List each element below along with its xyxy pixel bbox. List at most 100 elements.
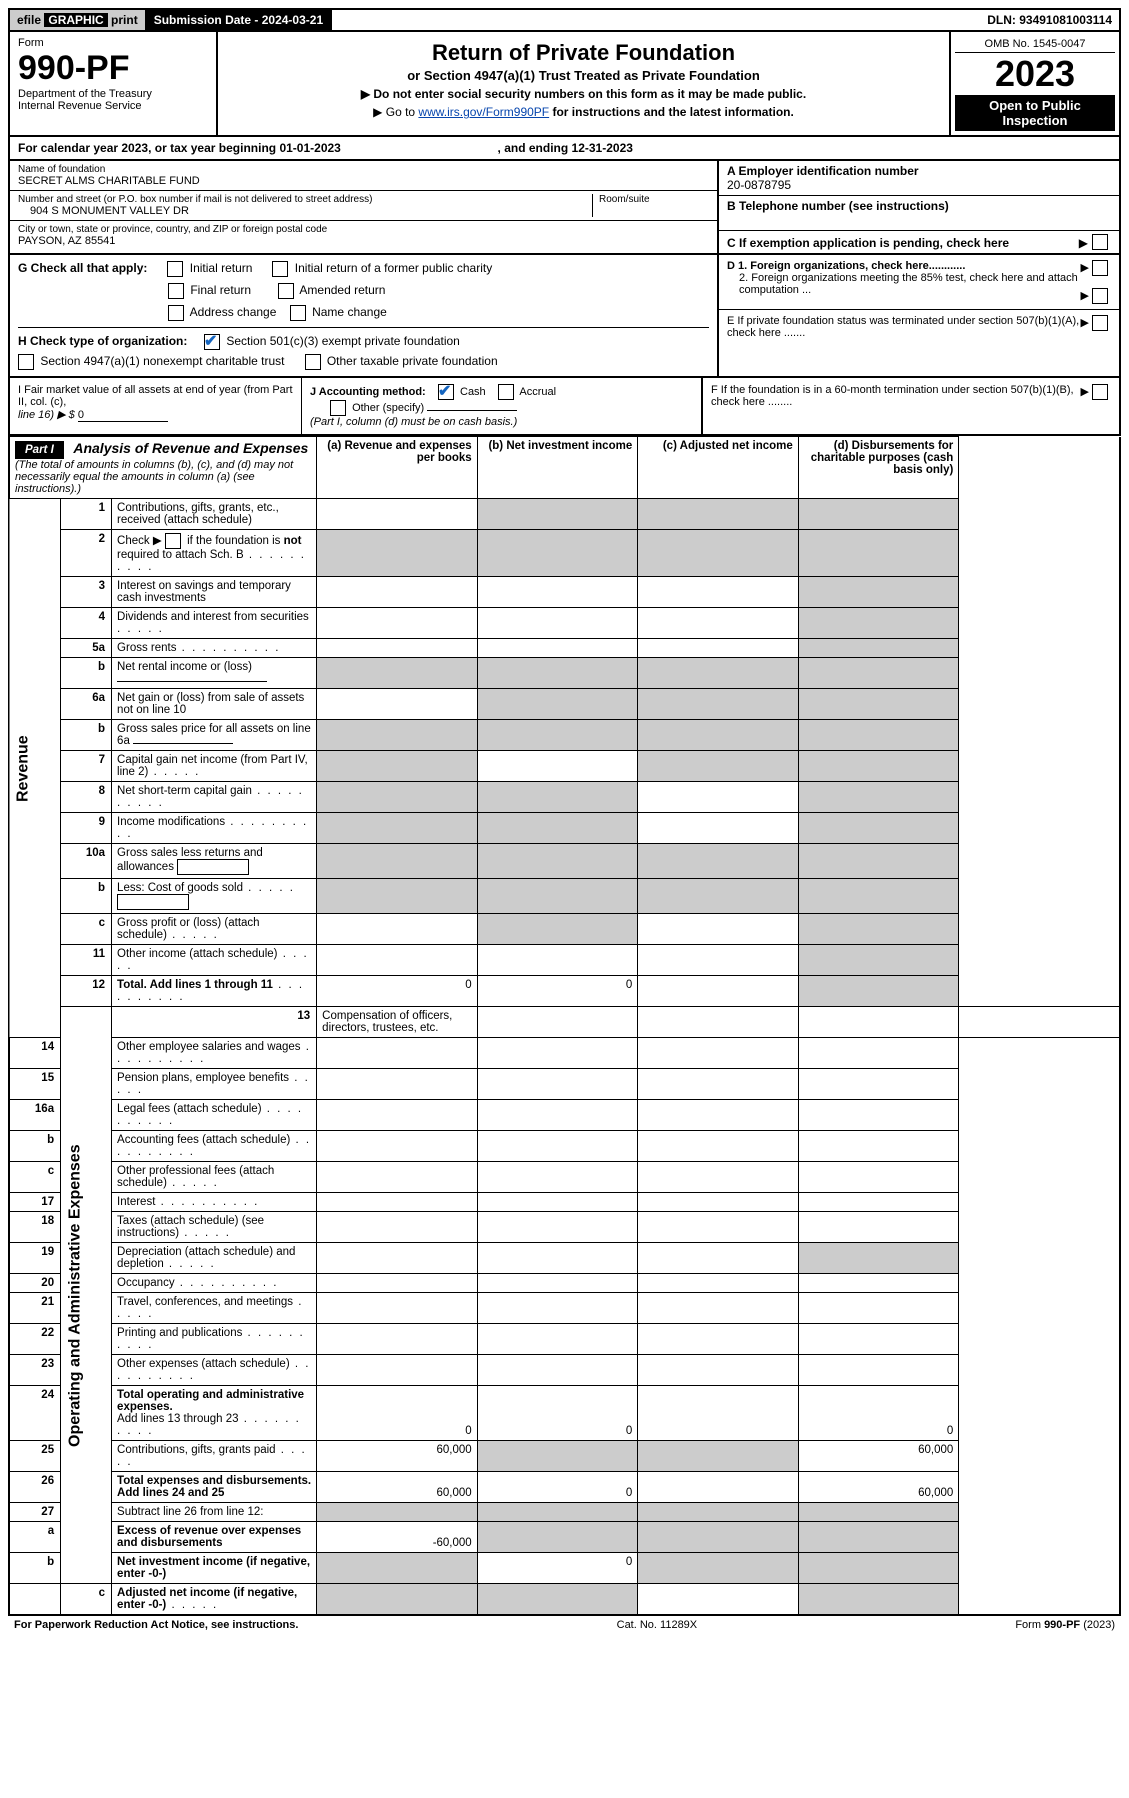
submission-date: Submission Date - 2024-03-21	[147, 10, 332, 30]
addr-label: Number and street (or P.O. box number if…	[18, 194, 592, 205]
foundation-name: SECRET ALMS CHARITABLE FUND	[18, 175, 709, 187]
dept: Department of the Treasury	[18, 88, 208, 100]
g-initial-former[interactable]	[272, 261, 288, 277]
row-27b: Net investment income (if negative, ente…	[117, 1556, 310, 1580]
h-501c3[interactable]	[204, 334, 220, 350]
f-label: F If the foundation is in a 60-month ter…	[711, 384, 1080, 428]
row-15: Pension plans, employee benefits	[117, 1072, 289, 1084]
d2-cb[interactable]	[1092, 288, 1108, 304]
row2-cb[interactable]	[165, 533, 181, 549]
part1-title: Analysis of Revenue and Expenses	[73, 440, 308, 456]
col-b: (b) Net investment income	[477, 437, 638, 499]
row-5b: Net rental income or (loss)	[117, 661, 252, 673]
row-23: Other expenses (attach schedule)	[117, 1358, 290, 1370]
g-addr-change[interactable]	[168, 305, 184, 321]
c-checkbox[interactable]	[1092, 234, 1108, 250]
row-25: Contributions, gifts, grants paid	[117, 1444, 276, 1456]
form-title: Return of Private Foundation	[228, 40, 939, 66]
j-label: J Accounting method:	[310, 386, 426, 398]
row-16a: Legal fees (attach schedule)	[117, 1103, 261, 1115]
dln: DLN: 93491081003114	[980, 10, 1119, 30]
name-label: Name of foundation	[18, 164, 709, 175]
val-25d: 60,000	[798, 1441, 959, 1472]
d1-cb[interactable]	[1092, 260, 1108, 276]
form-number: 990-PF	[18, 49, 208, 88]
c-label: C If exemption application is pending, c…	[727, 236, 1009, 250]
row-12: Total. Add lines 1 through 11	[117, 979, 273, 991]
row-20: Occupancy	[117, 1277, 175, 1289]
ein-label: A Employer identification number	[727, 164, 919, 178]
val-26b: 0	[477, 1472, 638, 1503]
j-note: (Part I, column (d) must be on cash basi…	[310, 416, 517, 428]
row-27a: Excess of revenue over expenses and disb…	[117, 1525, 301, 1549]
e-cb[interactable]	[1092, 315, 1108, 331]
f-cb[interactable]	[1092, 384, 1108, 400]
side-expenses: Operating and Administrative Expenses	[61, 1007, 112, 1584]
open-inspection: Open to Public Inspection	[955, 95, 1115, 131]
footer: For Paperwork Reduction Act Notice, see …	[8, 1616, 1121, 1634]
j-other[interactable]	[330, 400, 346, 416]
checks-block: G Check all that apply: Initial return I…	[8, 255, 1121, 378]
irs-link[interactable]: www.irs.gov/Form990PF	[418, 105, 549, 119]
val-26a: 60,000	[317, 1472, 478, 1503]
h-other-tax[interactable]	[305, 354, 321, 370]
row-13: Compensation of officers, directors, tru…	[317, 1007, 478, 1038]
city-label: City or town, state or province, country…	[18, 224, 709, 235]
topbar: efile GRAPHIC print Submission Date - 20…	[8, 8, 1121, 32]
side-revenue: Revenue	[9, 499, 61, 1038]
footer-right: Form 990-PF (2023)	[1015, 1619, 1115, 1631]
g-amended[interactable]	[278, 283, 294, 299]
val-12a: 0	[317, 976, 478, 1007]
form-subtitle: or Section 4947(a)(1) Trust Treated as P…	[228, 68, 939, 83]
h-label: H Check type of organization:	[18, 334, 187, 348]
row-22: Printing and publications	[117, 1327, 242, 1339]
row-5a: Gross rents	[117, 642, 176, 654]
d2-label: 2. Foreign organizations meeting the 85%…	[727, 272, 1080, 296]
city: PAYSON, AZ 85541	[18, 235, 709, 247]
row-1: Contributions, gifts, grants, etc., rece…	[112, 499, 317, 530]
row-7: Capital gain net income (from Part IV, l…	[117, 754, 308, 778]
row-9: Income modifications	[117, 816, 225, 828]
col-a: (a) Revenue and expenses per books	[317, 437, 478, 499]
tax-year: 2023	[955, 53, 1115, 95]
form-header: Form 990-PF Department of the Treasury I…	[8, 32, 1121, 137]
val-24a: 0	[317, 1386, 478, 1441]
g-final[interactable]	[168, 283, 184, 299]
j-cash[interactable]	[438, 384, 454, 400]
g-name-change[interactable]	[290, 305, 306, 321]
info-block: Name of foundation SECRET ALMS CHARITABL…	[8, 161, 1121, 255]
row-8: Net short-term capital gain	[117, 785, 252, 797]
row-10b: Less: Cost of goods sold	[117, 882, 243, 894]
row-11: Other income (attach schedule)	[117, 948, 277, 960]
i-val: 0	[78, 409, 168, 422]
row-6a: Net gain or (loss) from sale of assets n…	[112, 689, 317, 720]
val-24b: 0	[477, 1386, 638, 1441]
row-3: Interest on savings and temporary cash i…	[112, 577, 317, 608]
val-27a: -60,000	[317, 1522, 478, 1553]
row-4: Dividends and interest from securities	[117, 611, 309, 623]
row-27: Subtract line 26 from line 12:	[112, 1503, 317, 1522]
phone-label: B Telephone number (see instructions)	[727, 199, 949, 213]
h-4947[interactable]	[18, 354, 34, 370]
val-26d: 60,000	[798, 1472, 959, 1503]
row-26: Total expenses and disbursements. Add li…	[117, 1475, 311, 1499]
j-accrual[interactable]	[498, 384, 514, 400]
part1-label: Part I	[15, 441, 64, 459]
room-label: Room/suite	[599, 194, 709, 205]
val-25a: 60,000	[317, 1441, 478, 1472]
part1-table: Part I Analysis of Revenue and Expenses …	[8, 436, 1121, 1616]
col-c: (c) Adjusted net income	[638, 437, 799, 499]
ein: 20-0878795	[727, 178, 791, 192]
col-d: (d) Disbursements for charitable purpose…	[798, 437, 959, 499]
row-17: Interest	[117, 1196, 155, 1208]
g-initial[interactable]	[167, 261, 183, 277]
row-24: Total operating and administrative expen…	[117, 1389, 304, 1413]
g-label: G Check all that apply:	[18, 261, 147, 275]
row-21: Travel, conferences, and meetings	[117, 1296, 293, 1308]
val-27b: 0	[477, 1553, 638, 1584]
d1-label: D 1. Foreign organizations, check here..…	[727, 260, 965, 272]
e-label: E If private foundation status was termi…	[727, 315, 1080, 339]
address: 904 S MONUMENT VALLEY DR	[18, 205, 592, 217]
i-line16: line 16) ▶ $	[18, 409, 75, 421]
footer-mid: Cat. No. 11289X	[617, 1619, 698, 1631]
